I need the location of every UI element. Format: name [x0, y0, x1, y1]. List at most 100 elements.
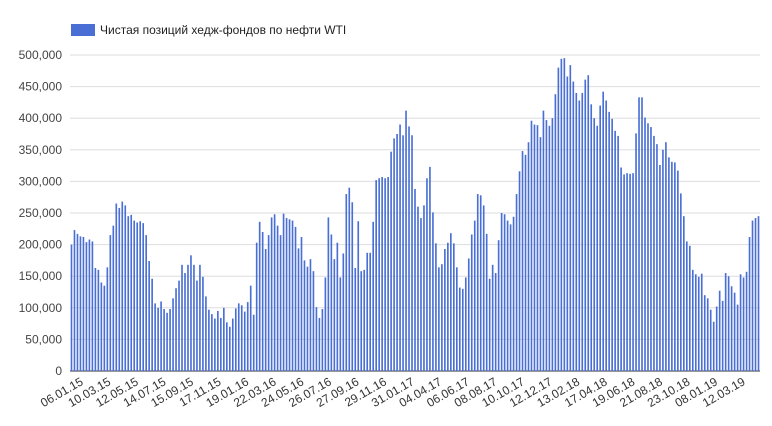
bar	[255, 242, 258, 371]
bar	[115, 203, 118, 371]
bar	[94, 267, 97, 371]
bar	[611, 118, 613, 371]
bar	[303, 260, 306, 371]
bar	[674, 162, 676, 371]
bar	[106, 267, 109, 371]
bar	[148, 261, 150, 371]
bar	[632, 173, 634, 371]
bar	[497, 240, 500, 371]
bar	[246, 302, 249, 371]
bar	[133, 220, 136, 371]
bar	[587, 75, 590, 371]
y-tick-label: 150,000	[19, 269, 63, 283]
bar	[671, 161, 673, 371]
legend-label: Чистая позиций хедж-фондов по нефти WTI	[100, 23, 346, 37]
bar	[390, 151, 392, 371]
bar	[542, 110, 545, 372]
bar	[608, 111, 610, 371]
bar	[70, 244, 73, 371]
bar	[309, 259, 312, 371]
bar	[196, 280, 198, 371]
bar	[557, 67, 560, 371]
bar	[506, 220, 509, 371]
bar	[748, 237, 751, 371]
y-tick-label: 400,000	[19, 111, 63, 125]
bar	[369, 252, 372, 371]
bar	[231, 318, 234, 371]
bar	[706, 298, 709, 371]
bar	[408, 126, 410, 371]
bar	[73, 230, 76, 371]
bar	[169, 309, 171, 371]
bar	[464, 277, 467, 371]
bar	[518, 171, 521, 371]
bar	[333, 259, 336, 371]
bar	[727, 276, 730, 371]
bar	[279, 235, 282, 371]
bar	[261, 231, 264, 371]
bar	[372, 221, 374, 371]
bar	[635, 133, 637, 371]
bar	[500, 213, 503, 371]
bar	[757, 216, 760, 371]
bar	[285, 218, 288, 371]
bar	[441, 264, 443, 371]
bar	[76, 233, 79, 371]
bar	[703, 295, 706, 371]
bar	[533, 124, 536, 372]
bar	[124, 205, 127, 371]
bar	[736, 304, 739, 371]
bar	[208, 309, 210, 371]
bar	[560, 58, 563, 371]
bar	[252, 314, 255, 371]
bar	[375, 180, 377, 371]
bar	[378, 178, 380, 371]
bar	[680, 193, 682, 371]
bar	[184, 273, 186, 371]
bar	[199, 264, 201, 371]
bar	[327, 217, 330, 371]
bar	[414, 188, 416, 371]
bar	[668, 157, 670, 371]
bar	[479, 195, 482, 371]
bar	[411, 135, 413, 371]
bar	[521, 151, 524, 371]
y-tick-label: 250,000	[19, 206, 63, 220]
bar	[584, 79, 587, 372]
bar	[354, 267, 357, 371]
bar	[444, 249, 446, 371]
bar	[223, 307, 225, 371]
bar	[473, 220, 476, 371]
bar	[458, 287, 461, 371]
bar	[578, 100, 581, 371]
bar	[226, 322, 228, 371]
bar	[453, 243, 455, 371]
bar	[572, 81, 575, 371]
bar	[396, 134, 398, 371]
bar	[205, 296, 207, 371]
bar	[121, 201, 124, 371]
bar	[151, 278, 153, 371]
bar	[267, 235, 270, 371]
bar	[590, 104, 593, 372]
bar	[566, 76, 569, 372]
x-axis-ticks: 06.01.1510.03.1512.05.1514.07.1515.09.15…	[38, 374, 748, 410]
bar	[109, 235, 112, 371]
bar	[387, 176, 389, 371]
y-tick-label: 0	[55, 364, 62, 378]
bar	[85, 242, 88, 371]
bar	[683, 216, 685, 371]
bar	[282, 213, 285, 371]
bar	[539, 137, 542, 371]
bar	[79, 236, 82, 371]
bar	[629, 173, 631, 371]
bar	[700, 273, 703, 371]
bar	[527, 142, 530, 371]
bar	[617, 135, 619, 371]
bar	[112, 225, 115, 371]
bar	[751, 220, 754, 371]
y-axis-ticks: 0 50,000 100,000 150,000 200,000 250,000 300,0…	[19, 48, 63, 378]
bar	[536, 125, 539, 372]
bar	[240, 305, 243, 371]
bar	[429, 166, 431, 371]
